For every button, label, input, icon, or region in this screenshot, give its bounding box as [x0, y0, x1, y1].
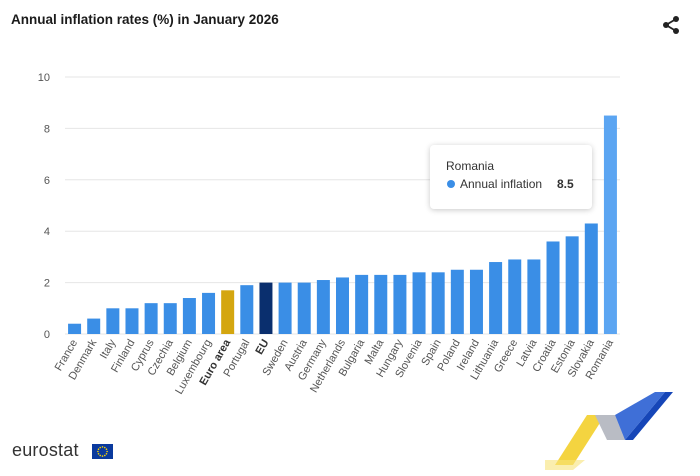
bar[interactable] [278, 282, 292, 334]
bar[interactable] [527, 259, 541, 334]
eu-flag-star [101, 446, 104, 448]
y-tick-label: 6 [44, 175, 50, 187]
y-tick-label: 8 [44, 123, 50, 135]
eu-flag-star [99, 454, 101, 457]
eu-flag-star [97, 448, 100, 450]
y-tick-label: 0 [44, 329, 50, 341]
bar[interactable] [469, 269, 483, 334]
tooltip-value: 8.5 [557, 177, 574, 191]
x-tick-label: EU [254, 337, 272, 356]
bar[interactable] [450, 269, 464, 334]
bar[interactable] [182, 298, 196, 334]
eu-flag-star [97, 450, 99, 453]
bar[interactable] [584, 223, 598, 334]
eurostat-logo: eurostat [12, 440, 79, 460]
tooltip-series-label: Annual inflation [460, 177, 543, 191]
bar[interactable] [508, 259, 522, 334]
tooltip-title: Romania [446, 159, 495, 173]
bar[interactable] [316, 280, 330, 334]
bar[interactable] [125, 308, 139, 334]
bar[interactable] [221, 290, 235, 334]
bar[interactable] [297, 282, 311, 334]
eu-flag-star [105, 448, 108, 450]
bar[interactable] [431, 272, 445, 334]
bar[interactable] [489, 262, 503, 334]
bar[interactable] [106, 308, 120, 334]
bar[interactable] [259, 282, 273, 334]
eu-flag-star [104, 454, 106, 457]
chart-title: Annual inflation rates (%) in January 20… [11, 12, 279, 27]
bar[interactable] [68, 323, 82, 334]
eu-flag-star [104, 446, 106, 449]
tooltip-series-dot [447, 180, 455, 188]
bar[interactable] [336, 277, 349, 334]
bar[interactable] [565, 236, 579, 334]
bar[interactable] [546, 241, 560, 334]
bar[interactable] [603, 115, 617, 334]
bar[interactable] [202, 292, 216, 334]
eu-flag-star [97, 453, 100, 455]
bar[interactable] [355, 274, 369, 334]
y-tick-label: 10 [38, 72, 50, 84]
eu-flag-icon [92, 444, 113, 459]
bar[interactable] [163, 303, 177, 334]
bar[interactable] [412, 272, 426, 334]
y-tick-label: 4 [44, 226, 50, 238]
bar[interactable] [374, 274, 388, 334]
share-icon[interactable] [660, 14, 682, 36]
bar[interactable] [393, 274, 407, 334]
y-tick-label: 2 [44, 278, 50, 290]
eu-flag-star [105, 453, 108, 455]
bar[interactable] [87, 318, 101, 334]
bar[interactable] [240, 285, 254, 334]
bar[interactable] [144, 303, 158, 334]
eu-flag-star [99, 446, 101, 449]
chart-tooltip: Romania Annual inflation 8.5 [430, 145, 592, 209]
eu-flag-star [106, 450, 108, 453]
decorative-chevron-shape [545, 392, 673, 470]
bar-chart: 0246810FranceDenmarkItalyFinlandCyprusCz… [38, 72, 620, 396]
eu-flag-star [101, 455, 104, 457]
